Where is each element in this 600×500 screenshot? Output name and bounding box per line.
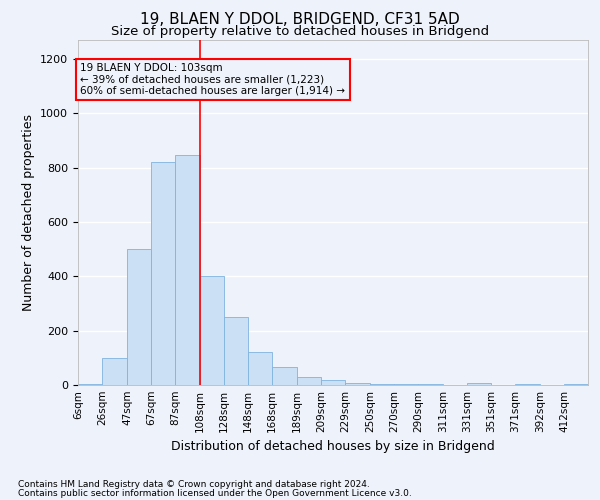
Bar: [321, 380, 345, 385]
Text: 19, BLAEN Y DDOL, BRIDGEND, CF31 5AD: 19, BLAEN Y DDOL, BRIDGEND, CF31 5AD: [140, 12, 460, 28]
Bar: [564, 384, 588, 385]
Bar: [200, 276, 224, 385]
X-axis label: Distribution of detached houses by size in Bridgend: Distribution of detached houses by size …: [171, 440, 495, 454]
Bar: [78, 384, 102, 385]
Bar: [224, 317, 248, 385]
Bar: [175, 156, 200, 385]
Text: Size of property relative to detached houses in Bridgend: Size of property relative to detached ho…: [111, 25, 489, 38]
Bar: [345, 383, 370, 385]
Text: Contains HM Land Registry data © Crown copyright and database right 2024.: Contains HM Land Registry data © Crown c…: [18, 480, 370, 489]
Bar: [418, 384, 443, 385]
Bar: [102, 358, 127, 385]
Bar: [370, 384, 394, 385]
Y-axis label: Number of detached properties: Number of detached properties: [22, 114, 35, 311]
Bar: [467, 383, 491, 385]
Text: 19 BLAEN Y DDOL: 103sqm
← 39% of detached houses are smaller (1,223)
60% of semi: 19 BLAEN Y DDOL: 103sqm ← 39% of detache…: [80, 63, 346, 96]
Bar: [515, 384, 540, 385]
Text: Contains public sector information licensed under the Open Government Licence v3: Contains public sector information licen…: [18, 488, 412, 498]
Bar: [248, 352, 272, 385]
Bar: [151, 162, 175, 385]
Bar: [127, 249, 151, 385]
Bar: [272, 368, 297, 385]
Bar: [297, 377, 321, 385]
Bar: [394, 384, 418, 385]
